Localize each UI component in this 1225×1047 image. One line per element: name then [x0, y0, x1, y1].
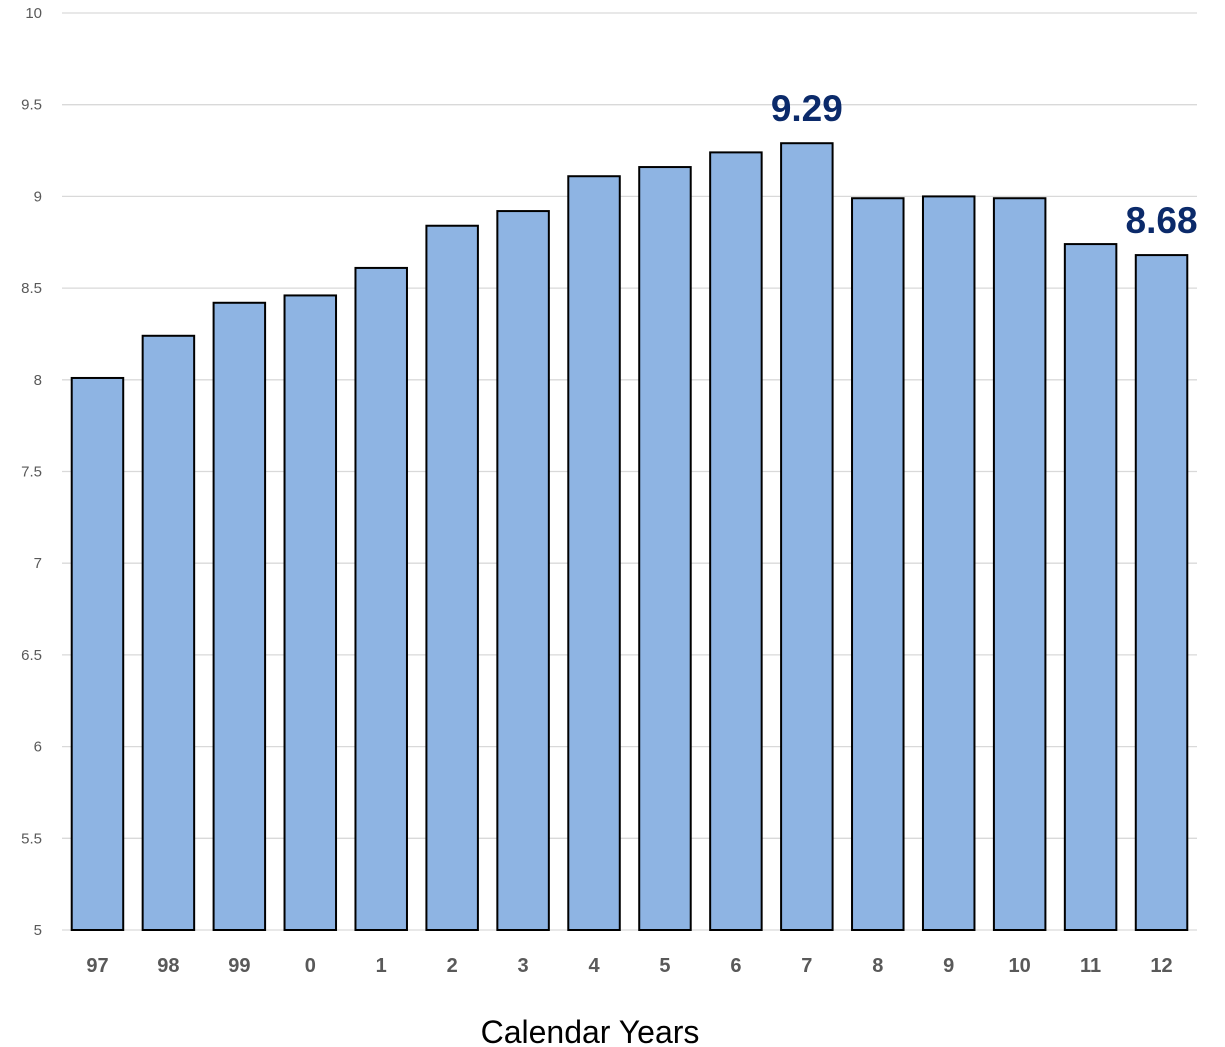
- bars: [70, 142, 1189, 932]
- bar-1: [354, 266, 408, 931]
- x-tick-label: 2: [447, 955, 458, 977]
- x-tick-label: 97: [86, 955, 108, 977]
- y-tick-label: 7: [34, 555, 42, 572]
- bar-5: [638, 166, 692, 931]
- x-tick-label: 8: [872, 955, 883, 977]
- x-tick-label: 4: [588, 955, 600, 977]
- bar-98: [141, 334, 196, 931]
- y-tick-label: 9: [34, 188, 42, 205]
- y-tick-label: 9.5: [21, 97, 42, 114]
- x-tick-label: 3: [518, 955, 529, 977]
- y-tick-label: 6.5: [21, 647, 42, 664]
- bar-10: [992, 197, 1047, 931]
- x-axis-ticks: 97 98 99 0 1 2 3 4 5 6 7 8 9 10 11 12: [86, 955, 1172, 977]
- y-axis-ticks: 5 5.5 6 6.5 7 7.5 8 8.5 9 9.5 10: [21, 5, 42, 939]
- x-tick-label: 1: [376, 955, 387, 977]
- y-tick-label: 7.5: [21, 464, 42, 481]
- x-tick-label: 10: [1009, 955, 1031, 977]
- y-tick-label: 5.5: [21, 830, 42, 847]
- bar-99: [212, 301, 267, 932]
- bar-2: [425, 224, 479, 931]
- x-tick-label: 5: [659, 955, 670, 977]
- bar-97: [70, 376, 125, 931]
- y-tick-label: 10: [25, 5, 42, 22]
- y-tick-label: 8.5: [21, 280, 42, 297]
- x-tick-label: 11: [1080, 955, 1101, 977]
- data-label: 8.68: [1126, 200, 1198, 241]
- bar-8: [851, 197, 905, 931]
- bar-12: [1134, 254, 1189, 931]
- bar-11: [1063, 243, 1118, 932]
- x-tick-label: 6: [730, 955, 741, 977]
- x-axis-label: Calendar Years: [481, 1014, 700, 1047]
- y-tick-label: 8: [34, 372, 42, 389]
- x-tick-label: 99: [228, 955, 250, 977]
- x-tick-label: 0: [305, 955, 316, 977]
- x-tick-label: 12: [1150, 955, 1172, 977]
- data-label: 9.29: [771, 88, 843, 129]
- y-tick-label: 6: [34, 739, 42, 756]
- bar-7: [780, 142, 834, 932]
- bar-4: [567, 175, 621, 931]
- bar-6: [709, 151, 763, 932]
- y-tick-label: 5: [34, 922, 42, 939]
- x-tick-label: 98: [157, 955, 179, 977]
- data-labels: 9.29 8.68: [771, 88, 1198, 241]
- bar-0: [283, 294, 338, 932]
- bar-3: [496, 210, 550, 931]
- bar-9: [921, 195, 976, 931]
- x-tick-label: 7: [801, 955, 812, 977]
- x-tick-label: 9: [943, 955, 954, 977]
